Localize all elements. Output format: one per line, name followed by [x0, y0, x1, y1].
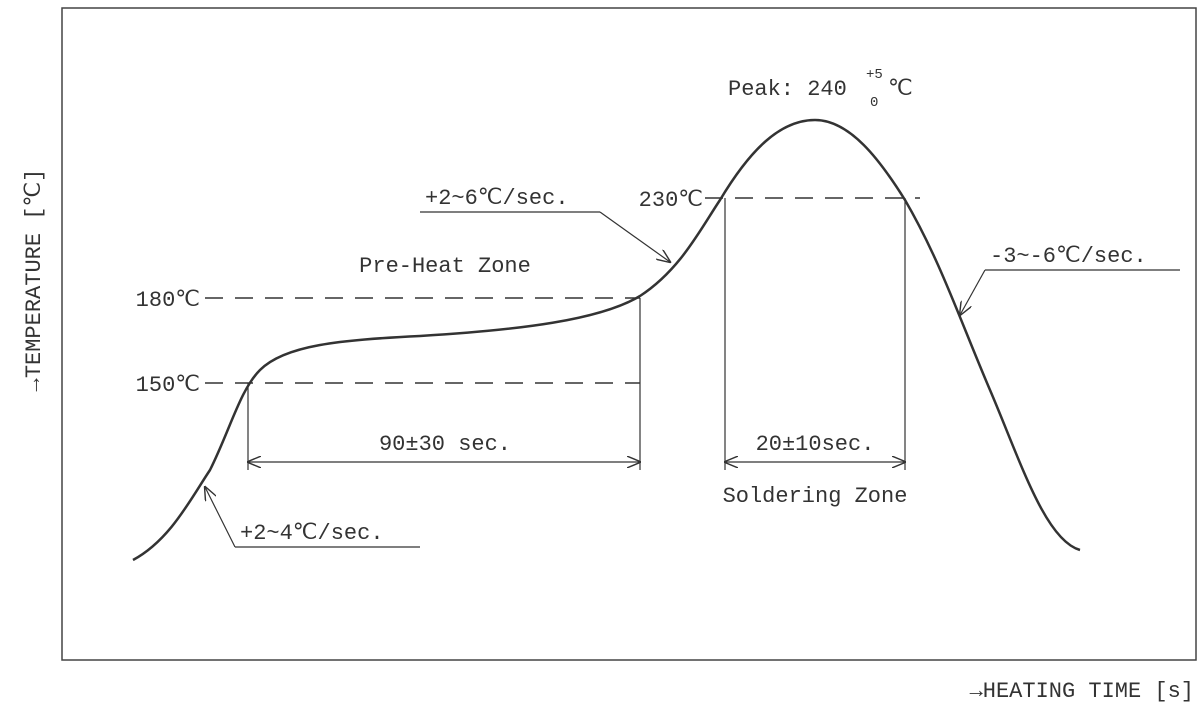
rate-label: +2~6℃/sec.	[425, 186, 569, 211]
profile-curve	[132, 118, 1081, 562]
x-axis-label: →HEATING TIME [s]	[970, 679, 1194, 704]
zone-label: Soldering Zone	[723, 484, 908, 509]
leader	[599, 211, 670, 262]
y-axis-label: →TEMPERATURE [℃]	[22, 169, 47, 392]
leader	[960, 269, 986, 315]
duration-label: 90±30 sec.	[379, 432, 511, 457]
level-label: 230℃	[639, 188, 703, 213]
peak-label: Peak: 240	[728, 77, 847, 102]
duration-label: 20±10sec.	[756, 432, 875, 457]
rate-label: -3~-6℃/sec.	[990, 244, 1147, 269]
peak-lower: 0	[870, 95, 878, 111]
zone-label: Pre-Heat Zone	[359, 254, 531, 279]
peak-upper: +5	[866, 67, 883, 83]
level-label: 180℃	[136, 288, 200, 313]
frame	[61, 7, 1197, 661]
rate-label: +2~4℃/sec.	[240, 521, 384, 546]
level-label: 150℃	[136, 373, 200, 398]
leader	[205, 487, 236, 548]
peak-unit: ℃	[888, 77, 913, 102]
